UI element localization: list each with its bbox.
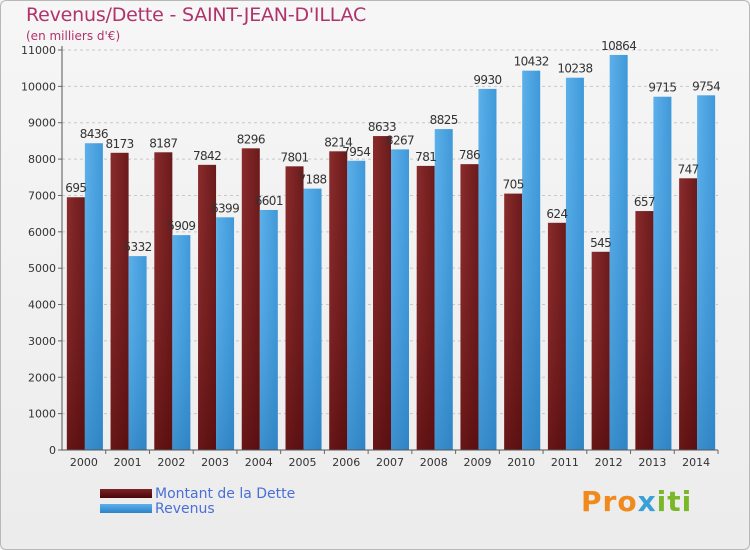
- data-label: 8214: [324, 135, 352, 149]
- x-tick-label: 2014: [682, 456, 710, 469]
- bar-revenus-shade: [434, 129, 453, 450]
- legend-label-dette: Montant de la Dette: [155, 486, 296, 502]
- data-label: 6399: [211, 201, 239, 215]
- y-tick-label: 11000: [21, 44, 56, 57]
- bar-revenus-shade: [697, 95, 716, 451]
- data-label: 781: [415, 150, 436, 164]
- bar-revenus-shade: [347, 160, 366, 450]
- data-label: 624: [546, 207, 567, 221]
- y-tick-label: 9000: [28, 117, 56, 130]
- bar-revenus-shade: [609, 54, 628, 450]
- x-tick-label: 2003: [201, 456, 229, 469]
- bar-dette-shade: [110, 152, 129, 451]
- proxiti-logo: Proxiti: [581, 485, 692, 518]
- data-label: 10238: [557, 62, 592, 76]
- data-label: 695: [65, 181, 86, 195]
- data-label: 8296: [237, 132, 265, 146]
- y-tick-label: 1000: [28, 408, 56, 421]
- bar-revenus-shade: [391, 149, 409, 450]
- bar-revenus-shade: [172, 235, 191, 450]
- data-label: 8173: [106, 137, 134, 151]
- y-tick-label: 2000: [28, 371, 56, 384]
- legend-label-revenus: Revenus: [155, 501, 215, 517]
- bar-dette-shade: [285, 166, 304, 450]
- data-label: 8633: [368, 120, 396, 134]
- data-label: 8825: [430, 113, 458, 127]
- bar-dette-shade: [460, 164, 479, 451]
- x-tick-label: 2001: [114, 456, 142, 469]
- data-label: 7801: [280, 150, 308, 164]
- data-label: 8436: [80, 127, 108, 141]
- bar-revenus-shade: [84, 143, 103, 450]
- bar-revenus-shade: [478, 88, 497, 450]
- bar-revenus-shade: [128, 256, 147, 450]
- data-label: 9930: [473, 73, 501, 87]
- y-tick-label: 0: [49, 444, 56, 457]
- y-tick-label: 8000: [28, 153, 56, 166]
- data-label: 786: [459, 148, 480, 162]
- x-tick-label: 2011: [551, 456, 579, 469]
- data-label: 9754: [692, 79, 720, 93]
- bar-dette-shade: [635, 211, 654, 450]
- bar-revenus-shade: [565, 77, 584, 450]
- bar-dette-shade: [679, 178, 698, 451]
- data-label: 6601: [255, 194, 283, 208]
- x-tick-label: 2013: [638, 456, 666, 469]
- x-tick-label: 2000: [70, 456, 98, 469]
- data-label: 8187: [149, 136, 177, 150]
- logo-part-3: iti: [656, 485, 693, 518]
- y-tick-label: 10000: [21, 80, 56, 93]
- bar-dette-shade: [591, 251, 610, 450]
- x-tick-label: 2008: [420, 456, 448, 469]
- data-label: 747: [678, 162, 699, 176]
- data-label: 7842: [193, 149, 221, 163]
- data-label: 5332: [124, 240, 152, 254]
- bar-revenus-shade: [522, 70, 541, 451]
- data-label: 5909: [167, 219, 195, 233]
- data-label: 7188: [298, 173, 326, 187]
- bar-dette-shade: [241, 148, 260, 450]
- data-label: 7954: [342, 145, 370, 159]
- y-tick-label: 3000: [28, 335, 56, 348]
- x-tick-label: 2005: [289, 456, 317, 469]
- bar-dette-shade: [66, 197, 85, 450]
- y-tick-label: 7000: [28, 189, 56, 202]
- bar-revenus-shade: [259, 209, 278, 450]
- x-tick-label: 2010: [507, 456, 535, 469]
- x-tick-label: 2012: [595, 456, 623, 469]
- logo-part-2: x: [637, 485, 657, 518]
- bar-dette-shade: [373, 136, 391, 450]
- legend-swatch-revenus: [100, 504, 152, 513]
- bar-dette-shade: [504, 193, 523, 450]
- x-tick-label: 2002: [157, 456, 185, 469]
- bar-dette-shade: [547, 222, 566, 450]
- bar-revenus-shade: [653, 96, 672, 451]
- data-label: 9715: [648, 81, 676, 95]
- x-tick-label: 2004: [245, 456, 273, 469]
- bar-revenus-shade: [216, 217, 235, 450]
- data-label: 8267: [386, 133, 414, 147]
- data-label: 705: [503, 178, 524, 192]
- y-tick-label: 5000: [28, 262, 56, 275]
- bar-dette-shade: [416, 165, 435, 450]
- x-tick-label: 2009: [463, 456, 491, 469]
- bar-revenus-shade: [303, 188, 322, 451]
- y-tick-label: 6000: [28, 226, 56, 239]
- data-label: 10432: [514, 55, 549, 69]
- legend-swatch-dette: [100, 489, 152, 498]
- bar-dette-shade: [329, 151, 348, 451]
- data-label: 545: [590, 236, 611, 250]
- x-tick-label: 2006: [332, 456, 360, 469]
- chart-subtitle: (en milliers d'€): [26, 29, 121, 43]
- bar-dette-shade: [154, 152, 173, 451]
- y-tick-label: 4000: [28, 299, 56, 312]
- bar-dette-shade: [198, 164, 217, 450]
- data-label: 10864: [601, 39, 636, 53]
- x-tick-label: 2007: [376, 456, 404, 469]
- chart-title: Revenus/Dette - SAINT-JEAN-D'ILLAC: [26, 4, 367, 26]
- logo-part-1: Pro: [581, 485, 638, 518]
- data-label: 657: [634, 195, 655, 209]
